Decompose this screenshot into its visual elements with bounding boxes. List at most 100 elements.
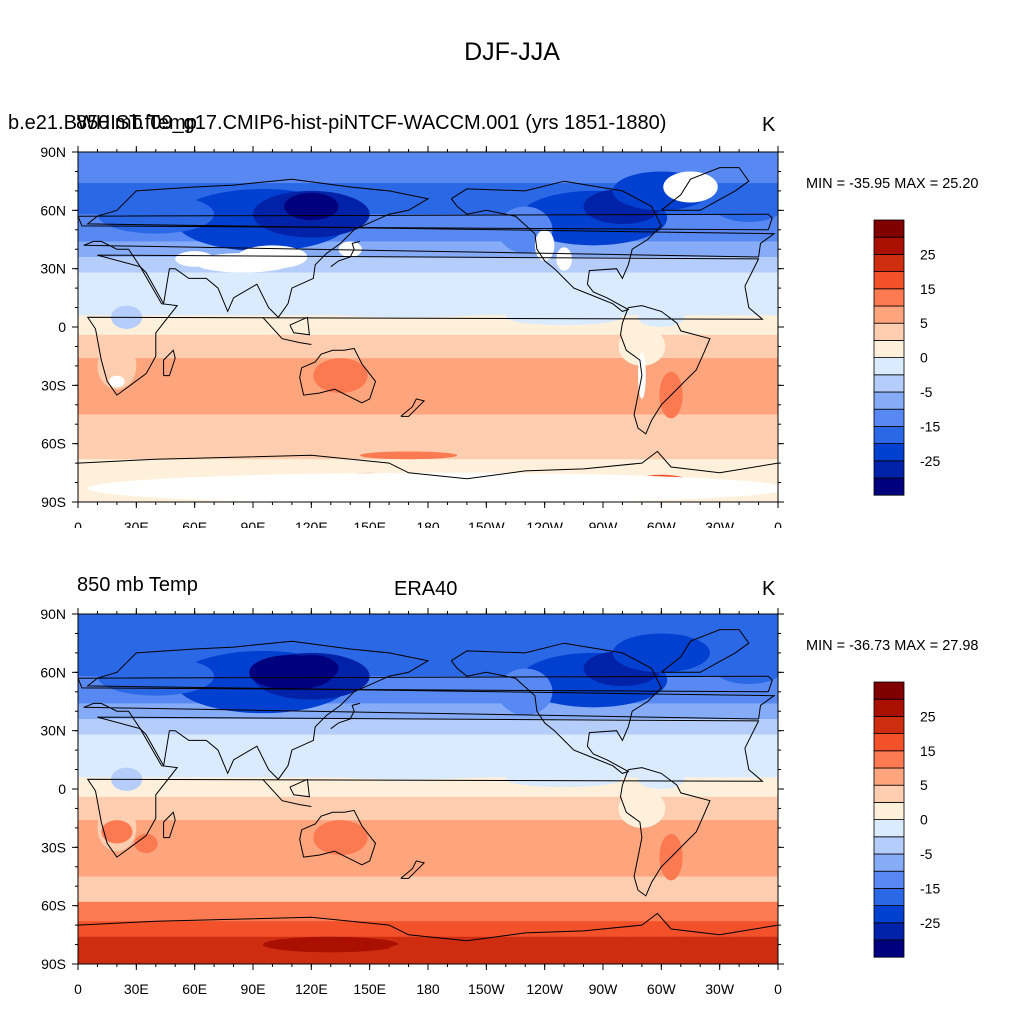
colorbar-box (873, 819, 905, 838)
coastline (78, 450, 778, 480)
lat-band (78, 734, 778, 763)
colorbar-box (873, 460, 905, 479)
missing-data-region (338, 241, 362, 257)
lat-band (78, 414, 778, 441)
temperature-blob (618, 789, 666, 828)
missing-data-region (175, 251, 215, 267)
lat-band (78, 876, 778, 903)
temperature-blob (505, 309, 623, 326)
coastline (289, 316, 310, 336)
temperature-blob (97, 656, 215, 696)
colorbar-box (873, 836, 905, 855)
y-tick-label: 30S (41, 377, 66, 393)
panel-top-units: K (762, 114, 776, 136)
temperature-blob (291, 759, 526, 780)
y-tick-label: 60S (41, 436, 66, 452)
temperature-blob (713, 190, 778, 222)
colorbar-box (873, 887, 905, 906)
colorbar-box (873, 477, 905, 496)
temperature-blob (97, 194, 215, 234)
lat-band (78, 272, 778, 301)
temperature-blob (713, 652, 778, 684)
x-tick-label: 30W (705, 981, 735, 997)
colorbar-label: 15 (920, 743, 936, 759)
coastline (289, 778, 310, 798)
colorbar-label: 0 (920, 350, 928, 366)
colorbar-label: 5 (920, 315, 928, 331)
colorbar-box (873, 905, 905, 924)
coastline (299, 809, 377, 866)
colorbar-box (873, 271, 905, 290)
y-tick-label: 30S (41, 839, 66, 855)
lat-band (78, 921, 778, 938)
coastline (83, 178, 776, 319)
colorbar-box (873, 853, 905, 872)
top-map: 0 30E 60E 90E 120E 150E 180 150W 120W 90W 60W 30W 09… (40, 144, 940, 528)
map-field (78, 614, 778, 964)
colorbar-label: 25 (920, 708, 936, 724)
temperature-blob (262, 936, 399, 953)
coastline (619, 305, 711, 435)
coastline (660, 167, 750, 211)
missing-data-region (534, 229, 555, 261)
coastline (83, 640, 776, 781)
x-tick-label: 30W (705, 519, 735, 528)
colorbar-label: -15 (920, 880, 940, 896)
y-tick-label: 90N (40, 606, 66, 622)
coastline (330, 240, 361, 268)
colorbar-label: -15 (920, 418, 940, 434)
x-tick-label: 120W (526, 519, 563, 528)
y-tick-label: 30N (40, 261, 66, 277)
y-tick-label: 0 (58, 781, 66, 797)
x-tick-label: 0 (774, 519, 782, 528)
coastline (450, 642, 662, 774)
temperature-blob (505, 771, 623, 788)
missing-data-region (109, 375, 125, 388)
coastline (262, 778, 312, 807)
missing-data-region (556, 247, 572, 271)
y-tick-label: 60N (40, 202, 66, 218)
x-tick-label: 150E (353, 519, 386, 528)
panel-top-minmax: MIN = -35.95 MAX = 25.20 (806, 176, 979, 192)
coastline (299, 347, 377, 404)
colorbar-box (873, 408, 905, 427)
x-tick-label: 0 (774, 981, 782, 997)
panel-top-overlay-title: 850 mb Temp (76, 112, 197, 134)
bottom-panel: 850 mb Temp ERA40 K MIN = -36.73 MAX = 2… (0, 570, 1024, 1000)
lat-band (78, 901, 778, 922)
colorbar-box (873, 922, 905, 941)
colorbar-box (873, 391, 905, 410)
x-tick-label: 180 (416, 519, 440, 528)
colorbar-label: 0 (920, 812, 928, 828)
temperature-blob (618, 327, 666, 366)
x-tick-label: 120E (295, 519, 328, 528)
temperature-blob (249, 654, 335, 690)
bottom-map: 0 30E 60E 90E 120E 150E 180 150W 120W 90W 60W 30W 09… (40, 606, 940, 997)
x-tick-label: 120E (295, 981, 328, 997)
x-tick-label: 0 (74, 981, 82, 997)
temperature-blob (116, 938, 273, 959)
colorbar-box (873, 305, 905, 324)
colorbar-box (873, 425, 905, 444)
x-tick-label: 60W (647, 981, 677, 997)
colorbar-box (873, 219, 905, 238)
x-tick-label: 90W (589, 981, 619, 997)
coastline (86, 716, 764, 858)
x-tick-label: 0 (74, 519, 82, 528)
temperature-blob (638, 769, 685, 789)
colorbar-box (873, 750, 905, 769)
coastline (163, 811, 176, 839)
y-tick-label: 90S (41, 494, 66, 510)
coastline (400, 398, 426, 417)
missing-data-region (87, 472, 778, 502)
colorbar-box (873, 681, 905, 700)
colorbar-box (873, 236, 905, 255)
colorbar-label: -5 (920, 846, 933, 862)
x-tick-label: 60E (182, 981, 207, 997)
panel-bottom-units: K (762, 578, 776, 600)
colorbar-label: -5 (920, 384, 933, 400)
temperature-blob (313, 820, 368, 856)
missing-data-region (237, 245, 308, 269)
temperature-blob (101, 820, 133, 844)
colorbar-box (873, 443, 905, 462)
